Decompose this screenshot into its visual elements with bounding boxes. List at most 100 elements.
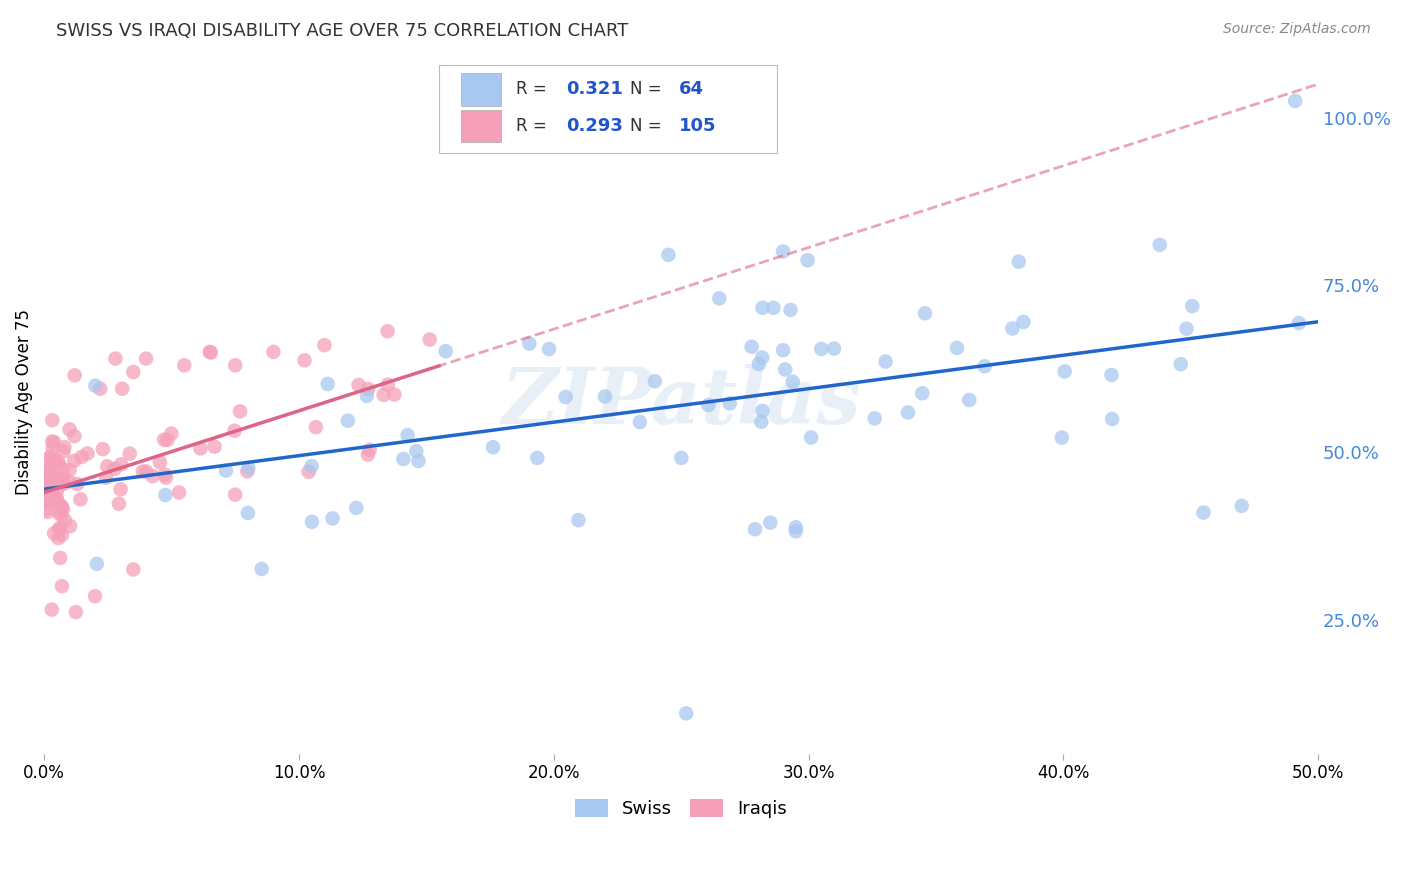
Point: [250, 562, 273, 576]
Text: N =: N =: [630, 80, 666, 98]
Point: [37, 487, 59, 501]
Point: [190, 442, 212, 456]
Point: [785, 520, 807, 534]
Point: [44, 496, 66, 510]
Point: [751, 301, 773, 315]
Point: [38, 472, 60, 486]
Point: [779, 302, 801, 317]
Point: [1050, 431, 1073, 445]
Text: 0.321: 0.321: [567, 80, 623, 98]
Point: [224, 424, 246, 438]
Point: [45, 491, 67, 505]
Point: [377, 377, 399, 392]
Point: [108, 497, 131, 511]
Point: [66, 477, 89, 491]
Point: [52, 476, 75, 491]
Point: [224, 359, 246, 373]
Point: [53, 440, 76, 454]
Point: [785, 524, 807, 539]
Point: [41, 441, 63, 455]
Point: [1288, 316, 1310, 330]
Point: [153, 467, 176, 482]
Point: [973, 359, 995, 374]
Point: [305, 420, 328, 434]
Point: [58, 475, 80, 489]
Point: [215, 464, 238, 478]
Point: [41, 467, 63, 481]
Point: [63, 368, 86, 383]
Point: [262, 345, 284, 359]
Point: [314, 338, 336, 352]
Point: [359, 442, 381, 457]
Point: [41, 413, 63, 427]
Point: [110, 483, 132, 497]
Text: Source: ZipAtlas.com: Source: ZipAtlas.com: [1223, 22, 1371, 37]
Point: [236, 464, 259, 478]
Point: [373, 388, 395, 402]
Point: [198, 345, 221, 359]
Point: [91, 442, 114, 457]
Point: [657, 248, 679, 262]
Point: [567, 513, 589, 527]
Point: [321, 511, 343, 525]
Point: [173, 359, 195, 373]
Point: [53, 513, 76, 527]
Point: [118, 447, 141, 461]
Point: [51, 579, 73, 593]
Point: [537, 342, 560, 356]
Point: [773, 362, 796, 376]
Text: N =: N =: [630, 117, 666, 135]
Point: [301, 515, 323, 529]
Point: [298, 465, 321, 479]
Point: [84, 378, 107, 392]
Point: [782, 375, 804, 389]
Point: [39, 463, 62, 477]
FancyBboxPatch shape: [461, 110, 502, 142]
Point: [63, 454, 86, 468]
Point: [1230, 499, 1253, 513]
Point: [408, 454, 430, 468]
Point: [160, 426, 183, 441]
Y-axis label: Disability Age Over 75: Disability Age Over 75: [15, 310, 32, 495]
Point: [35, 466, 58, 480]
Point: [204, 440, 226, 454]
Point: [897, 405, 920, 419]
Point: [554, 390, 576, 404]
Point: [39, 471, 62, 485]
Point: [110, 458, 132, 472]
Point: [1001, 321, 1024, 335]
Point: [405, 444, 427, 458]
Point: [434, 344, 457, 359]
Point: [51, 500, 73, 514]
Point: [48, 522, 70, 536]
Point: [39, 449, 62, 463]
Point: [796, 253, 818, 268]
Point: [1012, 315, 1035, 329]
Point: [38, 475, 60, 490]
Point: [52, 476, 75, 491]
Point: [336, 414, 359, 428]
Point: [155, 488, 177, 502]
Point: [142, 469, 165, 483]
Point: [697, 398, 720, 412]
Point: [914, 306, 936, 320]
Point: [46, 531, 69, 545]
FancyBboxPatch shape: [461, 73, 502, 105]
Point: [122, 562, 145, 576]
Point: [1192, 506, 1215, 520]
Point: [63, 429, 86, 443]
Point: [675, 706, 697, 721]
Point: [41, 489, 63, 503]
Point: [86, 557, 108, 571]
Point: [34, 502, 56, 516]
Point: [111, 382, 134, 396]
Point: [35, 493, 58, 508]
Point: [229, 404, 252, 418]
Point: [1101, 368, 1123, 382]
Point: [772, 244, 794, 259]
Point: [52, 444, 75, 458]
Point: [863, 411, 886, 425]
Point: [772, 343, 794, 358]
Text: R =: R =: [516, 117, 551, 135]
Point: [911, 386, 934, 401]
